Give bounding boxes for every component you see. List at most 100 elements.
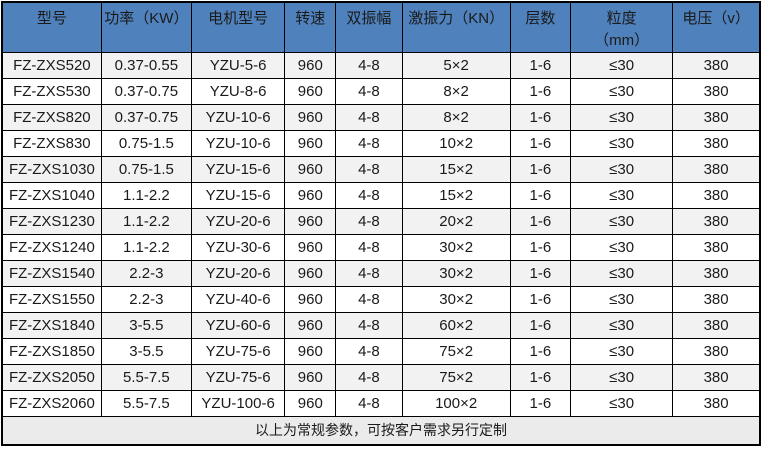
cell: 960 <box>284 260 337 287</box>
cell: 960 <box>284 312 337 339</box>
cell: 3-5.5 <box>100 338 192 365</box>
cell: 20×2 <box>401 208 511 235</box>
cell: 380 <box>672 234 761 261</box>
cell: 960 <box>284 104 337 131</box>
cell: 1-6 <box>509 52 571 79</box>
cell: 380 <box>672 390 761 417</box>
table-row: FZ-ZXS1230 1.1-2.2 YZU-20-6 960 4-8 20×2 1-6 ≤3… <box>1 208 761 235</box>
cell: 960 <box>284 390 337 417</box>
cell: 4-8 <box>335 52 403 79</box>
cell: ≤30 <box>569 208 674 235</box>
cell: 960 <box>284 182 337 209</box>
cell: YZU-5-6 <box>190 52 286 79</box>
cell: YZU-75-6 <box>190 364 286 391</box>
cell: ≤30 <box>569 52 674 79</box>
cell: 5×2 <box>401 52 511 79</box>
table-body: FZ-ZXS520 0.37-0.55 YZU-5-6 960 4-8 5×2 1-6 ≤30… <box>1 52 761 417</box>
cell: 1.1-2.2 <box>100 208 192 235</box>
table-row: FZ-ZXS1550 2.2-3 YZU-40-6 960 4-8 30×2 1-6 ≤30 3… <box>1 286 761 313</box>
cell: 4-8 <box>335 260 403 287</box>
footer-note: 以上为常规参数，可按客户需求另行定制 <box>1 416 761 446</box>
column-header-model: 型号 <box>1 1 102 53</box>
cell: 380 <box>672 52 761 79</box>
cell: 1-6 <box>509 338 571 365</box>
cell: FZ-ZXS1240 <box>1 234 102 261</box>
column-header-double-amplitude: 双振幅 <box>335 1 403 53</box>
table-row: FZ-ZXS1840 3-5.5 YZU-60-6 960 4-8 60×2 1-6 ≤30 3… <box>1 312 761 339</box>
cell: 380 <box>672 286 761 313</box>
cell: 60×2 <box>401 312 511 339</box>
cell: 380 <box>672 364 761 391</box>
cell: ≤30 <box>569 234 674 261</box>
cell: 1-6 <box>509 312 571 339</box>
cell: 1-6 <box>509 130 571 157</box>
cell: 1-6 <box>509 260 571 287</box>
cell: 380 <box>672 182 761 209</box>
cell: 15×2 <box>401 182 511 209</box>
table-footer: 以上为常规参数，可按客户需求另行定制 <box>1 416 761 446</box>
cell: FZ-ZXS530 <box>1 78 102 105</box>
cell: 380 <box>672 130 761 157</box>
cell: FZ-ZXS520 <box>1 52 102 79</box>
cell: 2.2-3 <box>100 260 192 287</box>
cell: 4-8 <box>335 182 403 209</box>
footer-row: 以上为常规参数，可按客户需求另行定制 <box>1 416 761 446</box>
cell: 75×2 <box>401 338 511 365</box>
cell: FZ-ZXS1040 <box>1 182 102 209</box>
column-header-voltage: 电压（v） <box>672 1 761 53</box>
cell: ≤30 <box>569 286 674 313</box>
cell: 2.2-3 <box>100 286 192 313</box>
table-row: FZ-ZXS530 0.37-0.75 YZU-8-6 960 4-8 8×2 1-6 ≤30… <box>1 78 761 105</box>
table-row: FZ-ZXS2050 5.5-7.5 YZU-75-6 960 4-8 75×2 1-6 ≤3… <box>1 364 761 391</box>
cell: 380 <box>672 312 761 339</box>
cell: 0.37-0.75 <box>100 78 192 105</box>
cell: YZU-60-6 <box>190 312 286 339</box>
cell: YZU-15-6 <box>190 182 286 209</box>
cell: 100×2 <box>401 390 511 417</box>
cell: 380 <box>672 338 761 365</box>
cell: 1-6 <box>509 104 571 131</box>
cell: FZ-ZXS820 <box>1 104 102 131</box>
cell: 1-6 <box>509 234 571 261</box>
cell: 1-6 <box>509 78 571 105</box>
cell: FZ-ZXS2060 <box>1 390 102 417</box>
cell: 380 <box>672 104 761 131</box>
cell: 8×2 <box>401 78 511 105</box>
cell: ≤30 <box>569 78 674 105</box>
cell: FZ-ZXS1850 <box>1 338 102 365</box>
cell: 0.37-0.55 <box>100 52 192 79</box>
cell: FZ-ZXS1230 <box>1 208 102 235</box>
column-header-particle-size: 粒度 （mm） <box>569 1 674 53</box>
cell: 1-6 <box>509 390 571 417</box>
cell: YZU-10-6 <box>190 104 286 131</box>
table-row: FZ-ZXS2060 5.5-7.5 YZU-100-6 960 4-8 100×2 1-6… <box>1 390 761 417</box>
cell: 1.1-2.2 <box>100 182 192 209</box>
cell: FZ-ZXS1030 <box>1 156 102 183</box>
column-header-speed: 转速 <box>284 1 337 53</box>
table-row: FZ-ZXS1240 1.1-2.2 YZU-30-6 960 4-8 30×2 1-6 ≤3… <box>1 234 761 261</box>
cell: YZU-100-6 <box>190 390 286 417</box>
cell: ≤30 <box>569 182 674 209</box>
table-row: FZ-ZXS1030 0.75-1.5 YZU-15-6 960 4-8 15×2 1-6 ≤… <box>1 156 761 183</box>
cell: YZU-20-6 <box>190 208 286 235</box>
cell: YZU-20-6 <box>190 260 286 287</box>
cell: 380 <box>672 208 761 235</box>
cell: 4-8 <box>335 312 403 339</box>
cell: 960 <box>284 156 337 183</box>
cell: 380 <box>672 78 761 105</box>
cell: 4-8 <box>335 208 403 235</box>
table-row: FZ-ZXS820 0.37-0.75 YZU-10-6 960 4-8 8×2 1-6 ≤3… <box>1 104 761 131</box>
cell: ≤30 <box>569 260 674 287</box>
cell: 1-6 <box>509 156 571 183</box>
cell: YZU-10-6 <box>190 130 286 157</box>
cell: 960 <box>284 338 337 365</box>
cell: 4-8 <box>335 104 403 131</box>
cell: 4-8 <box>335 286 403 313</box>
cell: 960 <box>284 234 337 261</box>
cell: 960 <box>284 364 337 391</box>
cell: YZU-30-6 <box>190 234 286 261</box>
table-header: 型号 功率（KW） 电机型号 转速 双振幅 激振力（KN） 层数 粒度 （mm）… <box>1 1 761 53</box>
cell: 380 <box>672 260 761 287</box>
cell: 4-8 <box>335 338 403 365</box>
